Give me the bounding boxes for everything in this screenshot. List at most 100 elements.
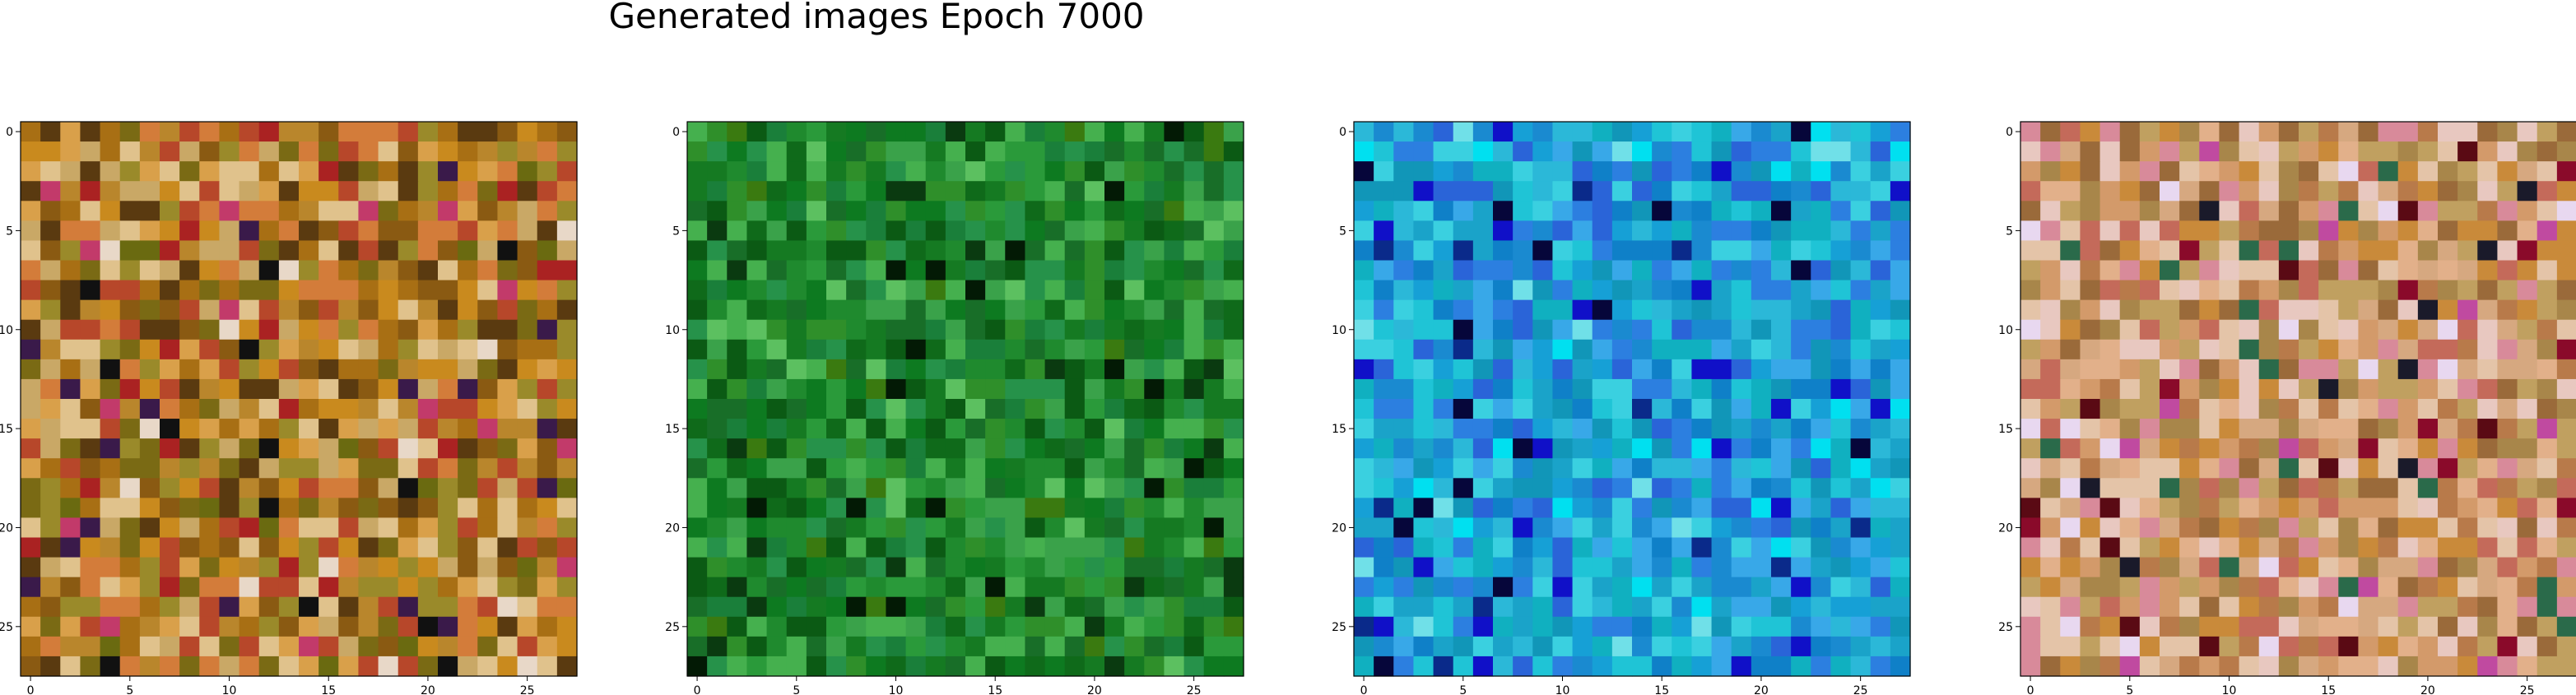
pixel [945,181,966,202]
pixel [965,359,986,380]
pixel [1025,557,1046,578]
pixel [2477,438,2499,459]
pixel [1025,201,1046,221]
pixel [1354,656,1374,677]
pixel [905,438,927,459]
pixel [1005,616,1026,637]
pixel [2160,240,2180,262]
pixel [2358,537,2379,558]
pixel [299,122,319,142]
pixel [2378,319,2399,341]
pixel [1144,577,1165,598]
pixel [2378,220,2399,242]
pixel [2438,478,2458,498]
pixel [2060,161,2081,182]
pixel [2099,299,2121,321]
pixel [160,616,180,637]
pixel [80,141,101,162]
pixel [80,557,101,578]
chart-title: Generated images Epoch 7000 [608,0,1145,36]
pixel [1433,399,1454,419]
pixel [1811,240,1832,262]
pixel [1691,557,1713,578]
pixel [1870,220,1891,242]
pixel [2119,122,2141,142]
pixel [866,419,887,439]
pixel [1124,419,1145,439]
pixel [866,220,887,242]
pixel [1044,557,1066,578]
pixel [866,260,887,281]
pixel [1513,319,1533,341]
pixel [239,656,260,677]
pixel [1552,319,1574,341]
pixel [2397,319,2419,341]
pixel [2338,280,2360,301]
pixel [358,399,379,419]
pixel [727,260,748,281]
pixel [1104,419,1125,439]
pixel [806,419,827,439]
pixel [2338,458,2360,479]
pixel [1183,378,1205,400]
pixel [21,378,41,400]
pixel [398,616,419,637]
pixel [2160,458,2180,479]
pixel [1044,517,1066,539]
pixel [319,319,339,341]
pixel [1611,577,1633,598]
pixel [1374,280,1394,301]
pixel [1044,596,1066,618]
pixel [1572,260,1593,281]
pixel [1393,616,1415,637]
pixel [60,220,81,242]
pixel [80,577,101,598]
pixel [1044,339,1066,360]
pixel [1354,378,1374,400]
pixel [139,498,160,519]
pixel [1044,458,1066,479]
pixel [199,616,221,637]
pixel [1124,577,1145,598]
pixel [1493,537,1514,558]
pixel [1044,220,1066,242]
pixel [806,537,827,558]
pixel [1691,438,1713,459]
pixel [1104,378,1125,400]
pixel [319,260,339,281]
pixel [866,636,887,657]
pixel [497,616,518,637]
pixel [438,517,458,539]
pixel [1183,616,1205,637]
pixel [2517,517,2538,539]
pixel [438,122,458,142]
pixel [417,141,439,162]
pixel [746,478,768,498]
pixel [1652,577,1672,598]
pixel [985,260,1006,281]
pixel [727,378,748,400]
pixel [2199,596,2220,618]
pixel [2040,319,2061,341]
pixel [1592,537,1613,558]
pixel [477,260,499,281]
pixel [2179,517,2200,539]
pixel [2278,616,2299,637]
pixel [119,181,141,202]
pixel [139,141,160,162]
pixel [2378,260,2399,281]
pixel [417,498,439,519]
pixel [985,616,1006,637]
pixel [2457,537,2478,558]
pixel [2219,122,2240,142]
pixel [2239,141,2260,162]
pixel [1532,141,1554,162]
pixel [179,280,200,301]
pixel [2040,478,2061,498]
pixel [1532,616,1554,637]
pixel [2397,478,2419,498]
pixel [2497,616,2518,637]
pixel [905,537,927,558]
pixel [2299,319,2319,341]
pixel [179,122,200,142]
